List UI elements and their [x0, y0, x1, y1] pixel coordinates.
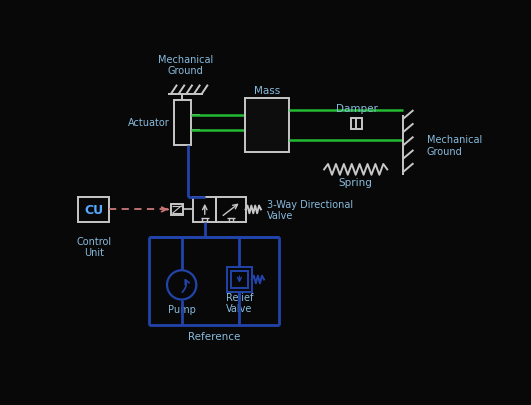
Bar	[216, 198, 245, 222]
Text: Mass: Mass	[254, 86, 280, 96]
Text: Control
Unit: Control Unit	[76, 236, 112, 258]
Text: CU: CU	[84, 203, 104, 216]
Bar	[79, 198, 109, 222]
Bar	[231, 271, 248, 288]
Bar	[227, 268, 252, 292]
Bar	[171, 205, 183, 215]
Text: Damper: Damper	[336, 104, 378, 113]
Bar	[193, 198, 216, 222]
Text: Spring: Spring	[339, 177, 373, 187]
Text: Relief
Valve: Relief Valve	[226, 292, 253, 313]
Text: Reference: Reference	[188, 331, 240, 341]
Text: 3-Way Directional
Valve: 3-Way Directional Valve	[267, 199, 353, 221]
Text: Pump: Pump	[168, 304, 195, 314]
Bar	[174, 101, 191, 145]
Text: Mechanical
Ground: Mechanical Ground	[426, 135, 482, 157]
Text: Actuator: Actuator	[129, 118, 170, 128]
Text: Mechanical
Ground: Mechanical Ground	[158, 55, 213, 76]
Bar	[351, 119, 362, 129]
Bar	[245, 98, 289, 152]
